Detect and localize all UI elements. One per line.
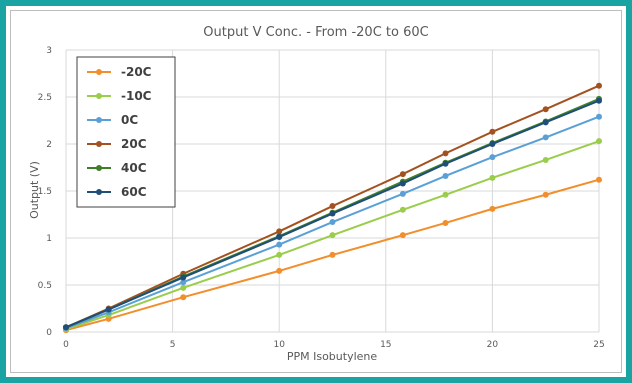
data-point [596,113,602,120]
data-point [329,219,336,226]
legend-label: 20C [121,137,147,151]
data-point [542,134,549,141]
legend-marker [96,189,102,195]
data-point [329,210,336,217]
legend-marker [96,165,102,171]
series-line [65,178,600,332]
data-point [399,180,406,187]
data-point [442,172,449,179]
data-point [489,174,496,181]
data-point [442,160,449,167]
legend-marker [96,93,102,99]
x-tick-label: 20 [487,340,499,350]
data-point [63,324,69,331]
y-tick-labels: 0 0.5 1 1.5 2 2.5 3 [38,46,53,338]
data-point [596,82,602,89]
x-tick-label: 5 [170,340,176,350]
data-point [276,267,283,274]
data-point [542,119,549,126]
x-tick-label: 10 [273,340,285,350]
series-60C [63,97,602,331]
data-point [542,191,549,198]
data-point [180,294,187,301]
legend-marker [96,117,102,123]
data-point [399,171,406,178]
y-tick-label: 1.5 [38,187,52,197]
data-point [329,251,336,258]
y-tick-label: 2 [46,140,52,150]
data-point [276,234,283,241]
y-tick-label: 2.5 [38,93,52,103]
data-point [399,232,406,239]
legend-label: -20C [121,65,152,79]
data-point [442,150,449,157]
data-point [596,138,602,145]
data-point [596,176,602,183]
legend-label: 40C [121,161,147,175]
data-point [276,228,283,235]
data-point [489,154,496,161]
y-tick-label: 3 [46,46,52,56]
y-axis-label: Output (V) [28,161,41,219]
y-tick-label: 0 [46,328,52,338]
legend: -20C -10C 0C 20C 40C 60C [76,56,176,208]
data-point [442,191,449,198]
y-tick-label: 1 [46,234,52,244]
series-line [65,84,600,329]
data-point [542,106,549,113]
data-point [329,203,336,210]
data-point [329,232,336,239]
legend-label: 0C [121,113,138,127]
legend-label: -10C [121,89,152,103]
series-20C [63,82,602,331]
data-point [399,190,406,197]
chart-title: Output V Conc. - From -20C to 60C [203,25,428,40]
data-point [276,241,283,248]
x-tick-label: 15 [380,340,391,350]
data-point [542,156,549,163]
legend-marker [96,69,102,75]
legend-box [76,56,176,208]
series--20C [63,176,602,334]
y-tick-label: 0.5 [38,281,52,291]
series-lines [63,82,602,334]
x-tick-label: 0 [63,340,69,350]
legend-marker [96,141,102,147]
data-point [442,219,449,226]
data-point [180,279,187,286]
data-point [489,141,496,147]
x-axis-label: PPM Isobutylene [287,350,378,363]
data-point [105,306,112,313]
series-line [65,140,600,331]
x-tick-labels: 0 5 10 15 20 25 [63,340,605,350]
x-tick-label: 25 [593,340,604,350]
data-point [276,251,283,258]
data-point [489,128,496,135]
data-point [180,284,187,291]
series-line [65,99,600,329]
data-point [489,205,496,212]
legend-label: 60C [121,185,147,199]
data-point [596,97,602,104]
series-line [65,115,600,330]
data-point [180,274,187,281]
data-point [399,206,406,213]
